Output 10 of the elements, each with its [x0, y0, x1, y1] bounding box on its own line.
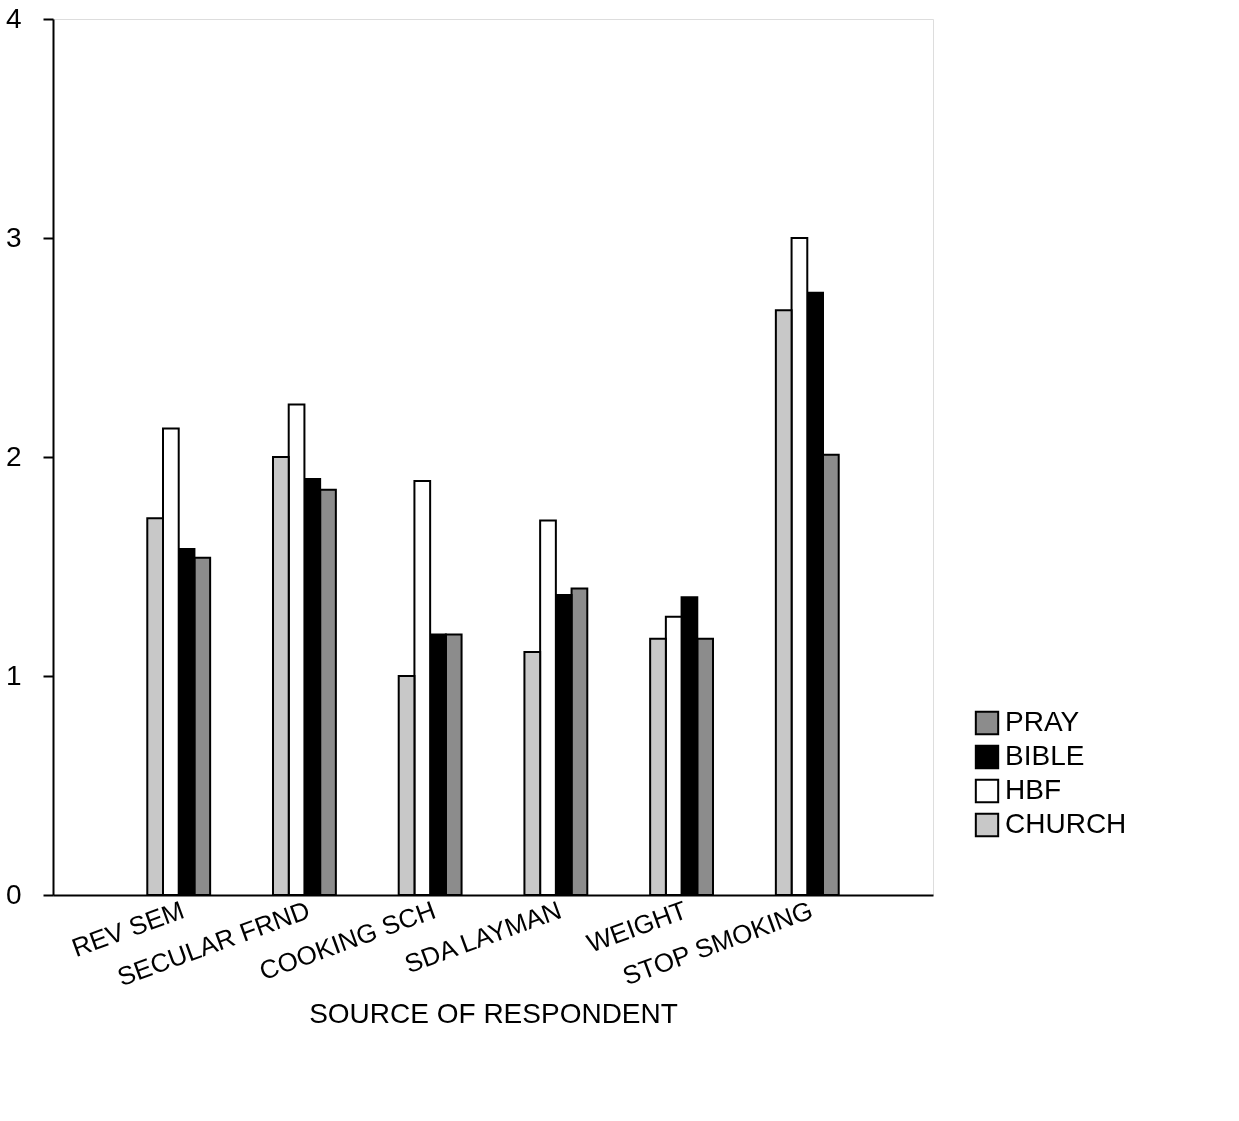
y-tick-label: 2 — [5, 440, 22, 472]
legend-label: PRAY — [1005, 706, 1080, 737]
legend-label: CHURCH — [1005, 808, 1127, 839]
y-tick-label: 3 — [5, 221, 22, 253]
legend-label: BIBLE — [1005, 740, 1085, 771]
legend-label: HBF — [1005, 774, 1061, 805]
x-axis-title: SOURCE OF RESPONDENT — [309, 998, 678, 1030]
y-tick-label: 1 — [5, 659, 22, 691]
y-tick-label: 4 — [5, 2, 22, 34]
y-tick-label: 0 — [5, 878, 22, 910]
